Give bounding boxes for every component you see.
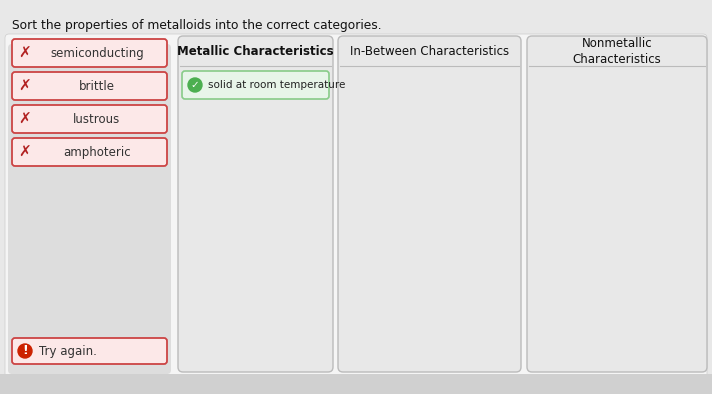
Text: Try again.: Try again.: [39, 344, 97, 357]
Text: Nonmetallic
Characteristics: Nonmetallic Characteristics: [572, 37, 661, 65]
Text: brittle: brittle: [79, 80, 115, 93]
Text: ✗: ✗: [19, 45, 31, 61]
FancyBboxPatch shape: [0, 374, 712, 394]
FancyBboxPatch shape: [12, 138, 167, 166]
Text: Metallic Characteristics: Metallic Characteristics: [177, 45, 334, 58]
Circle shape: [188, 78, 202, 92]
FancyBboxPatch shape: [5, 34, 707, 389]
Text: In-Between Characteristics: In-Between Characteristics: [350, 45, 509, 58]
Text: !: !: [22, 344, 28, 357]
Text: semiconducting: semiconducting: [50, 46, 144, 59]
Text: Sort the properties of metalloids into the correct categories.: Sort the properties of metalloids into t…: [12, 19, 382, 32]
Text: ✗: ✗: [19, 112, 31, 126]
FancyBboxPatch shape: [8, 44, 171, 374]
FancyBboxPatch shape: [12, 105, 167, 133]
Text: lustrous: lustrous: [73, 113, 120, 126]
FancyBboxPatch shape: [338, 36, 521, 372]
FancyBboxPatch shape: [178, 36, 333, 372]
FancyBboxPatch shape: [12, 39, 167, 67]
Text: ✓: ✓: [191, 80, 199, 90]
Circle shape: [18, 344, 32, 358]
Text: ✗: ✗: [19, 145, 31, 160]
Text: amphoteric: amphoteric: [63, 145, 131, 158]
FancyBboxPatch shape: [182, 71, 329, 99]
Text: ✗: ✗: [19, 78, 31, 93]
Text: solid at room temperature: solid at room temperature: [208, 80, 345, 90]
FancyBboxPatch shape: [527, 36, 707, 372]
FancyBboxPatch shape: [12, 72, 167, 100]
FancyBboxPatch shape: [12, 338, 167, 364]
